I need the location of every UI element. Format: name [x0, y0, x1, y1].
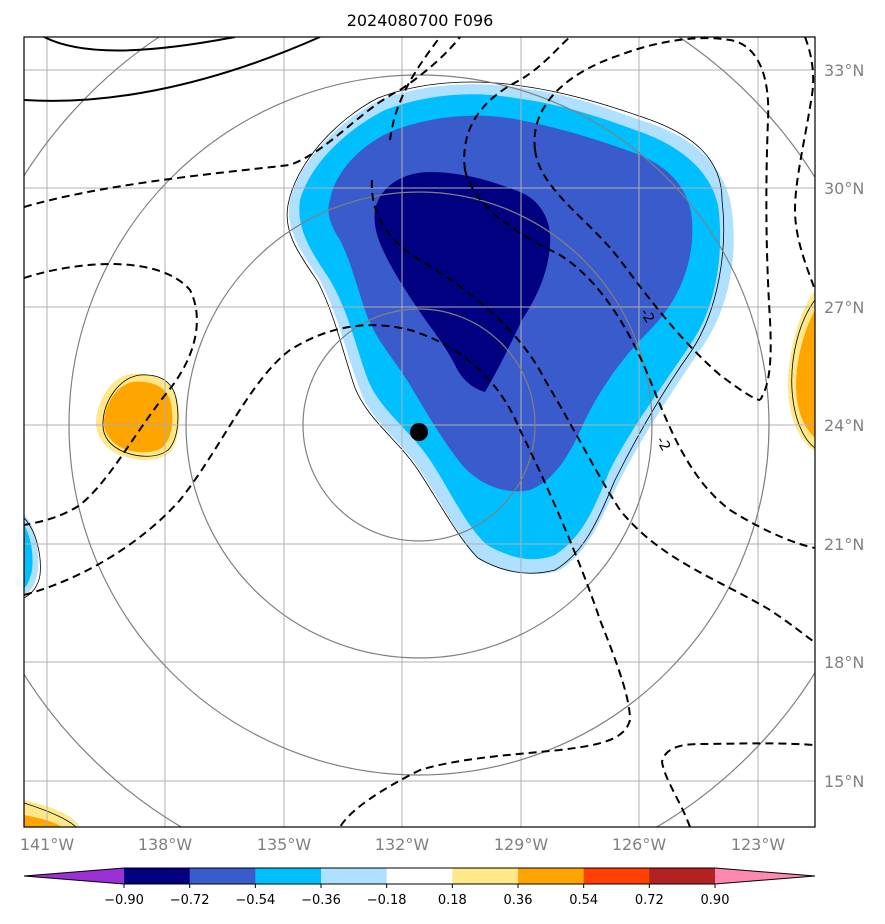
colorbar-segment	[583, 868, 650, 884]
latitude-labels: 33°N 30°N 27°N 24°N 21°N 18°N 15°N	[824, 61, 864, 791]
anomaly-sw-outline	[24, 802, 77, 827]
colorbar-tick-label: 0.36	[504, 893, 533, 908]
colorbar-extend-high	[715, 868, 815, 884]
colorbar: −0.90 −0.72 −0.54 −0.36 −0.18 0.18 0.36 0.54 0.7…	[23, 867, 816, 908]
colorbar-tick-label: 0.18	[438, 893, 467, 908]
anomaly-east-outline	[791, 299, 815, 449]
lon-label: 135°W	[257, 835, 312, 854]
colorbar-tick-label: −0.90	[104, 893, 144, 908]
lat-label: 24°N	[824, 416, 864, 435]
colorbar-segment	[321, 868, 388, 884]
colorbar-tick-label: −0.18	[367, 893, 407, 908]
anomaly-fill-east-orange	[796, 310, 815, 438]
colorbar-tick-label: −0.72	[170, 893, 210, 908]
map-title: 2024080700 F096	[347, 11, 494, 30]
lat-label: 18°N	[824, 653, 864, 672]
colorbar-segment	[518, 868, 585, 884]
solid-contours	[24, 37, 321, 102]
contour-label-2: -2	[653, 434, 674, 454]
colorbar-extend-low	[24, 868, 124, 884]
lat-label: 27°N	[824, 298, 864, 317]
colorbar-segment	[124, 868, 191, 884]
colorbar-segment	[649, 868, 716, 884]
anomaly-fill-west-edge-deep	[24, 525, 33, 588]
lat-label: 33°N	[824, 61, 864, 80]
dashed-contours	[24, 37, 815, 827]
anomaly-fill-west-orange	[103, 381, 173, 453]
colorbar-tick-label: −0.54	[235, 893, 275, 908]
longitude-labels: 141°W 138°W 135°W 132°W 129°W 126°W 123°…	[20, 835, 786, 854]
lon-label: 126°W	[612, 835, 667, 854]
lon-label: 138°W	[138, 835, 193, 854]
colorbar-segment	[255, 868, 322, 884]
lat-label: 30°N	[824, 179, 864, 198]
colorbar-tick-label: 0.90	[701, 893, 730, 908]
anomaly-fill-sw-orange	[24, 815, 62, 827]
colorbar-tick-label: 0.54	[569, 893, 598, 908]
lon-label: 123°W	[731, 835, 786, 854]
anomaly-outline	[286, 81, 725, 574]
anomaly-fill-dark-navy	[374, 172, 551, 392]
colorbar-segment	[452, 868, 519, 884]
storm-center-marker	[410, 423, 428, 441]
colorbar-tick-label: −0.36	[301, 893, 341, 908]
lat-label: 21°N	[824, 535, 864, 554]
lon-label: 132°W	[375, 835, 430, 854]
anomaly-west-outline	[102, 374, 179, 457]
colorbar-segment	[189, 868, 256, 884]
colorbar-segment	[386, 868, 453, 884]
contour-label-1: -2	[637, 306, 658, 326]
lat-label: 15°N	[824, 772, 864, 791]
map-frame	[23, 36, 816, 828]
range-rings	[24, 37, 815, 827]
map-area: -2 -2	[24, 37, 815, 827]
lon-label: 141°W	[20, 835, 75, 854]
colorbar-tick-label: 0.72	[635, 893, 664, 908]
lon-label: 129°W	[494, 835, 549, 854]
